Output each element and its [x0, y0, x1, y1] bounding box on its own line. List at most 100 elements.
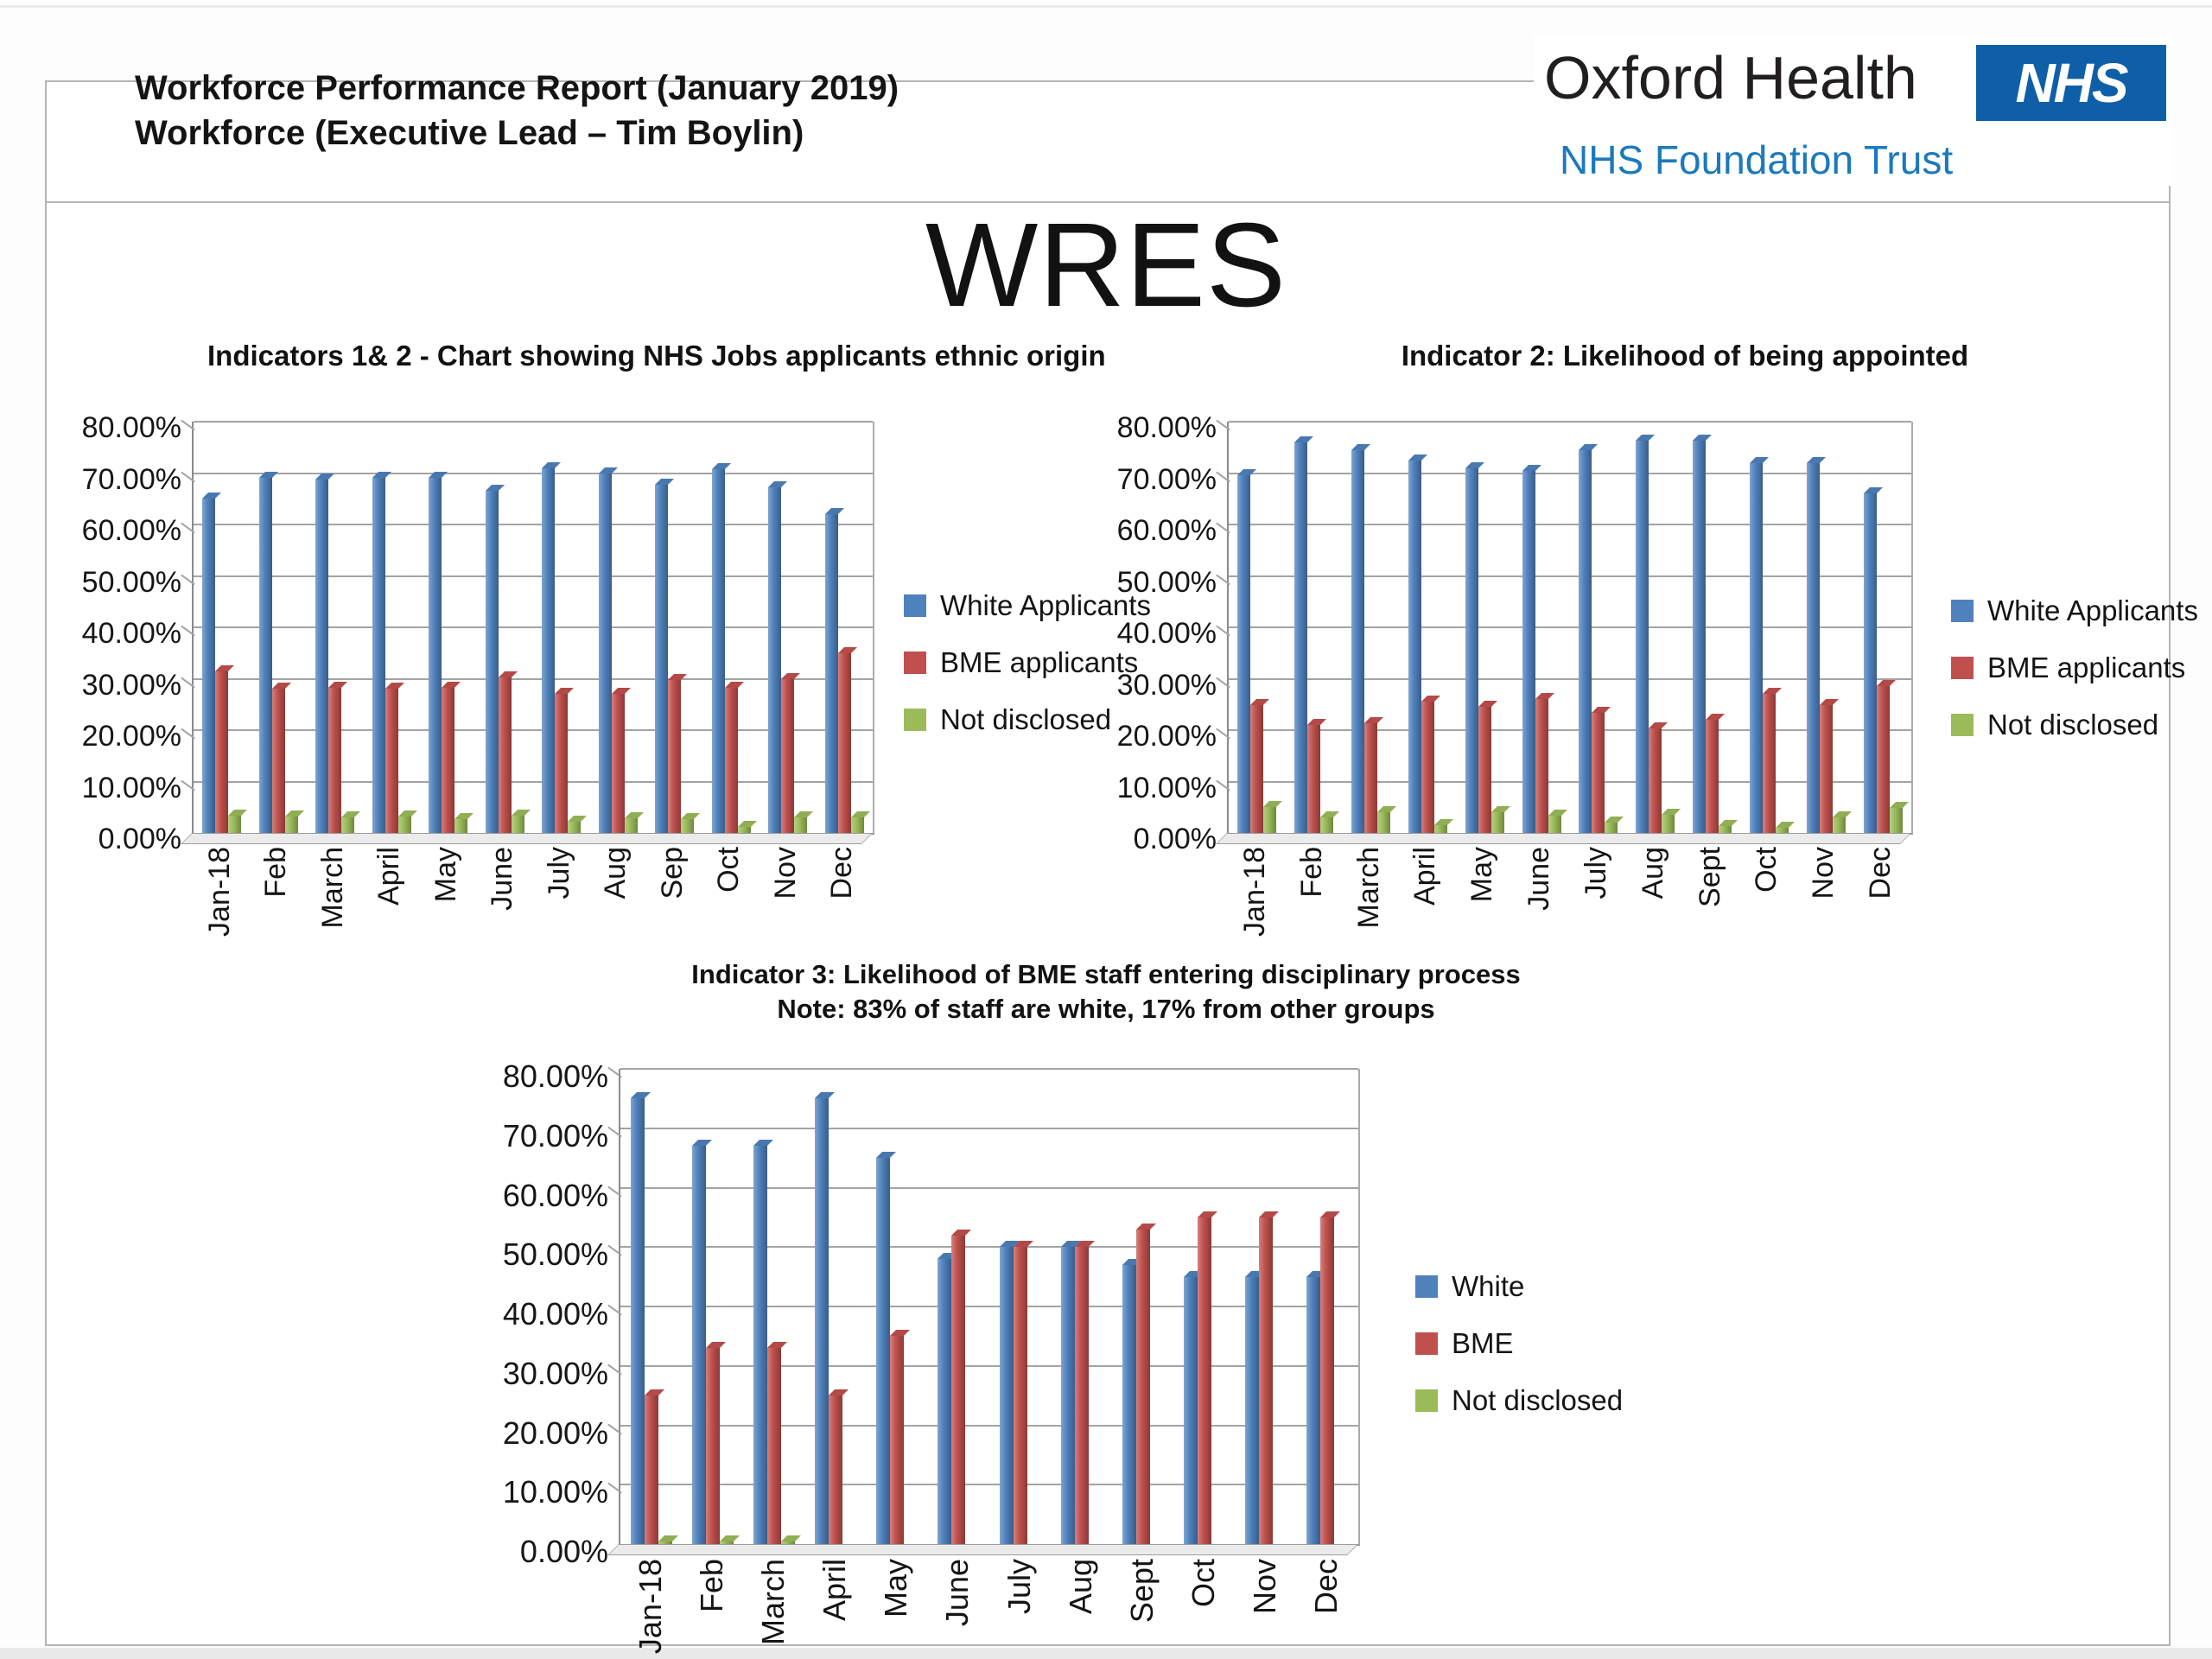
bar-not-disclosed	[568, 815, 588, 833]
bar-white-applicants	[1294, 435, 1314, 833]
bar-white-applicants	[542, 461, 562, 833]
bar-bme-applicants	[1535, 693, 1554, 833]
bar-not-disclosed	[1719, 820, 1738, 833]
page-bottom-edge	[0, 1648, 2212, 1659]
chart3-y-axis: 0.00% 10.00% 20.00% 30.00% 40.00% 50.00% 60.00…	[449, 1058, 608, 1569]
y-tick-label: 20.00%	[1116, 720, 1217, 753]
bar-white	[691, 1140, 712, 1544]
bar-white-applicants	[711, 462, 731, 833]
bar-not-disclosed	[454, 812, 474, 833]
gridline	[1229, 524, 1911, 525]
bar-white-applicants	[1237, 469, 1257, 833]
bar-white-applicants	[372, 472, 391, 833]
bar-not-disclosed	[1548, 810, 1567, 833]
y-tick-label: 30.00%	[502, 1355, 608, 1391]
y-tick-label: 0.00%	[98, 823, 181, 855]
legend-swatch	[1951, 714, 1974, 736]
legend-item: White	[1415, 1270, 1623, 1303]
bar-white	[1306, 1270, 1327, 1544]
bar-top-face	[719, 1535, 740, 1541]
bar-bme-applicants	[385, 683, 404, 833]
bar-bme-applicants	[442, 681, 461, 833]
legend-swatch	[1951, 600, 1974, 622]
legend-swatch	[1415, 1332, 1438, 1355]
legend-swatch	[904, 709, 926, 731]
legend-item: BME applicants	[1951, 652, 2198, 684]
gridline	[194, 575, 873, 577]
bar-white	[876, 1152, 897, 1544]
bar-bme	[705, 1342, 726, 1544]
bar-top-face	[691, 1140, 712, 1147]
bar-top-face	[829, 1389, 849, 1396]
bar-white-applicants	[1408, 454, 1427, 833]
bar-white-applicants	[1465, 461, 1484, 833]
bar-not-disclosed	[794, 811, 814, 833]
gridline	[194, 677, 873, 680]
bar-bme-applicants	[1250, 699, 1270, 833]
y-tick-label: 80.00%	[81, 411, 181, 444]
gridline	[194, 472, 873, 474]
y-tick-label: 20.00%	[81, 720, 181, 753]
y-tick-label: 20.00%	[502, 1414, 608, 1451]
bar-not-disclosed	[341, 811, 361, 833]
chart3-title: Indicator 3: Likelihood of BME staff ent…	[691, 959, 1521, 989]
bar-white-applicants	[258, 472, 278, 833]
gridline	[620, 1186, 1358, 1189]
bar-not-disclosed	[719, 1535, 740, 1544]
bar-white-applicants	[315, 473, 335, 833]
bar-bme	[1013, 1241, 1033, 1544]
bar-bme-applicants	[837, 646, 857, 833]
legend-label: White	[1452, 1270, 1525, 1302]
bar-white-applicants	[202, 493, 222, 833]
gridline	[620, 1364, 1358, 1367]
legend-label: BME	[1452, 1327, 1514, 1359]
legend-label: BME applicants	[940, 646, 1139, 678]
bar-bme-applicants	[1592, 707, 1611, 833]
bar-top-face	[1320, 1211, 1341, 1217]
x-tick-label: Dec	[1308, 1559, 1344, 1615]
bar-top-face	[780, 1535, 801, 1541]
legend-item: White Applicants	[1951, 594, 2198, 627]
y-tick-label: 10.00%	[81, 771, 181, 804]
x-tick-label: March	[754, 1559, 791, 1646]
bar-white	[1245, 1270, 1266, 1544]
bar-white	[630, 1092, 651, 1544]
bar-not-disclosed	[1263, 801, 1283, 833]
report-title-line1: Workforce Performance Report (January 20…	[135, 69, 899, 107]
x-tick-label: Feb	[693, 1559, 729, 1613]
bar-bme-applicants	[1876, 680, 1896, 833]
y-tick-label: 30.00%	[81, 668, 181, 702]
bar-not-disclosed	[658, 1535, 678, 1544]
y-tick-label: 60.00%	[502, 1177, 608, 1213]
bar-top-face	[1135, 1223, 1156, 1230]
bar-not-disclosed	[681, 812, 701, 833]
bar-bme	[951, 1229, 972, 1544]
bar-white-applicants	[429, 472, 448, 833]
bar-top-face	[1198, 1211, 1218, 1217]
bar-bme	[890, 1330, 911, 1544]
bar-white-applicants	[1522, 464, 1541, 833]
y-tick-label: 70.00%	[502, 1117, 608, 1154]
legend-label: Not disclosed	[1452, 1384, 1624, 1416]
bar-not-disclosed	[624, 811, 644, 833]
y-tick-label: 70.00%	[81, 462, 181, 496]
y-tick-label: 80.00%	[502, 1058, 608, 1094]
bar-bme-applicants	[215, 664, 235, 833]
bar-bme	[644, 1389, 664, 1544]
legend-item: Not disclosed	[904, 703, 1151, 736]
gridline	[1229, 729, 1911, 731]
gridline	[1229, 677, 1911, 680]
y-tick-label: 50.00%	[1116, 565, 1217, 599]
bar-white-applicants	[1863, 487, 1883, 833]
bar-not-disclosed	[1491, 806, 1510, 833]
bar-white	[815, 1092, 836, 1544]
page-top-edge	[0, 5, 2212, 8]
bar-bme-applicants	[724, 682, 744, 833]
y-tick-label: 0.00%	[519, 1534, 608, 1569]
gridline	[194, 729, 873, 731]
bar-bme	[1074, 1241, 1095, 1544]
bar-bme-applicants	[1478, 701, 1497, 833]
bar-white-applicants	[824, 508, 844, 833]
